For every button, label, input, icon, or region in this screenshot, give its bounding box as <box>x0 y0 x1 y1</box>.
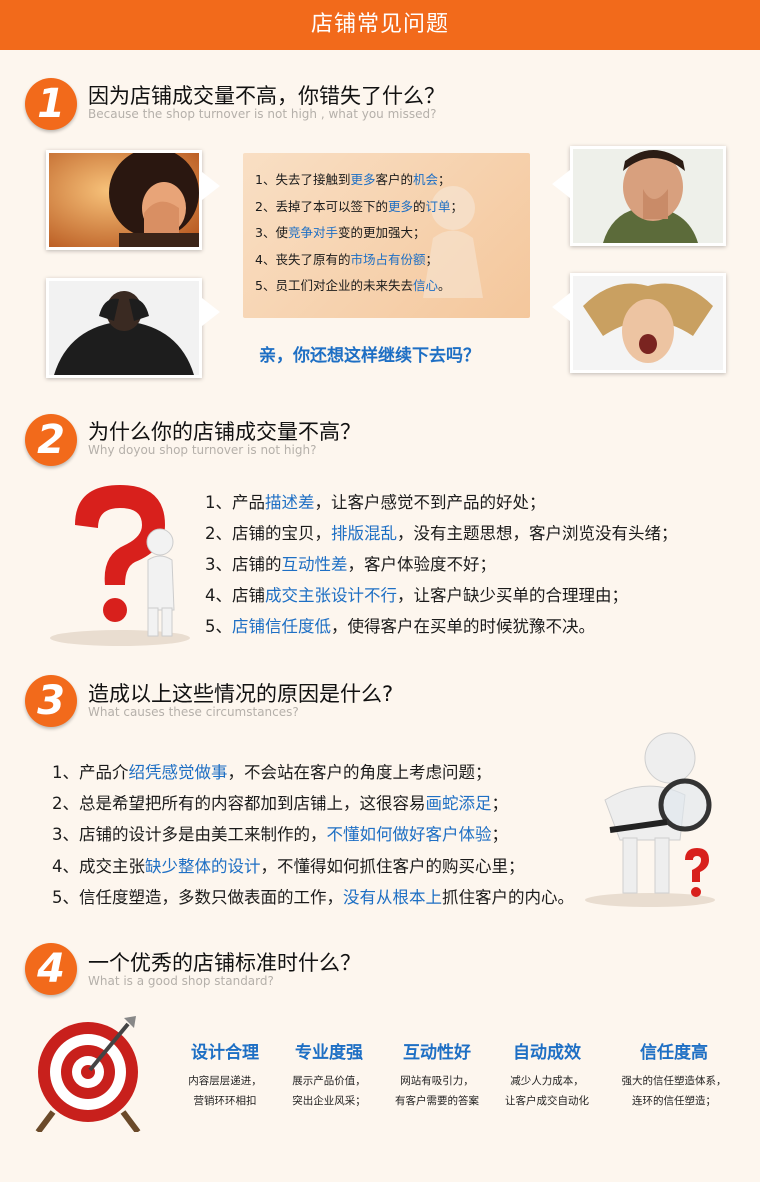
loss-item: 1、失去了接触到更多客户的机会； <box>255 172 451 187</box>
cause-item: 1、产品介绍凭感觉做事，不会站在客户的角度上考虑问题； <box>52 763 492 782</box>
reason-item: 3、店铺的互动性差，客户体验度不好； <box>205 555 496 574</box>
section-title: 为什么你的店铺成交量不高？ <box>88 420 361 444</box>
photo-woman-covering-face <box>46 150 202 250</box>
speech-bubble-tail <box>202 172 220 200</box>
standard-desc: 减少人力成本， 让客户成交自动化 <box>505 1075 589 1107</box>
losses-card: 1、失去了接触到更多客户的机会； 2、丢掉了本可以签下的更多的订单； 3、使竞争… <box>243 153 530 318</box>
photo-woman-pulling-hair <box>570 273 726 373</box>
photo-man-crying <box>570 146 726 246</box>
magnifier-figure-illustration <box>585 732 715 907</box>
cause-item: 4、成交主张缺少整体的设计，不懂得如何抓住客户的购买心里； <box>52 857 525 876</box>
speech-bubble-tail <box>202 298 220 326</box>
photo-man-holding-head <box>46 278 202 378</box>
standard-title: 信任度高 <box>640 1043 708 1063</box>
page-header: 店铺常见问题 <box>0 0 760 50</box>
section-subtitle: Why doyou shop turnover is not high? <box>88 443 317 457</box>
standard-title: 自动成效 <box>513 1043 581 1063</box>
question-mark-figure-illustration <box>50 485 190 646</box>
section-title: 一个优秀的店铺标准时什么？ <box>88 951 361 975</box>
reason-item: 4、店铺成交主张设计不行，让客户缺少买单的合理理由； <box>205 586 628 605</box>
loss-item: 4、丧失了原有的市场占有份额； <box>255 251 438 267</box>
standard-title: 互动性好 <box>403 1043 471 1063</box>
reason-item: 1、产品描述差，让客户感觉不到产品的好处； <box>205 493 546 512</box>
section-subtitle: What causes these circumstances? <box>88 705 299 719</box>
standard-desc: 内容层层递进， 营销环环相扣 <box>188 1075 262 1107</box>
cause-item: 3、店铺的设计多是由美工来制作的，不懂如何做好客户体验； <box>52 825 508 844</box>
section-title: 造成以上这些情况的原因是什么? <box>88 682 394 706</box>
standard-title: 专业度强 <box>295 1043 363 1063</box>
section-number-badge: 2 <box>25 414 77 466</box>
reason-item: 2、店铺的宝贝，排版混乱，没有主题思想，客户浏览没有头绪； <box>205 524 678 543</box>
standard-desc: 强大的信任塑造体系， 连环的信任塑造； <box>621 1075 727 1107</box>
section-subtitle: Because the shop turnover is not high , … <box>88 107 437 121</box>
section-number-badge: 4 <box>25 943 77 995</box>
cause-item: 5、信任度塑造，多数只做表面的工作，没有从根本上抓住客户的内心。 <box>52 888 574 907</box>
section-subtitle: What is a good shop standard? <box>88 974 274 988</box>
loss-item: 3、使竞争对手变的更加强大； <box>255 225 426 241</box>
standard-desc: 展示产品价值， 突出企业风采； <box>292 1075 366 1107</box>
reason-item: 5、店铺信任度低，使得客户在买单的时候犹豫不决。 <box>205 617 595 636</box>
section-number-badge: 1 <box>25 78 77 130</box>
section-number-badge: 3 <box>25 675 77 727</box>
standard-desc: 网站有吸引力， 有客户需要的答案 <box>395 1075 479 1107</box>
section-title: 因为店铺成交量不高，你错失了什么？ <box>88 84 445 108</box>
standard-title: 设计合理 <box>191 1043 259 1063</box>
target-bullseye-icon <box>35 1016 141 1132</box>
standard-item: 自动成效 减少人力成本， 让客户成交自动化 <box>492 1038 602 1111</box>
standard-item: 互动性好 网站有吸引力， 有客户需要的答案 <box>382 1038 492 1111</box>
speech-bubble-tail <box>552 170 570 198</box>
speech-bubble-tail <box>552 293 570 321</box>
standard-item: 设计合理 内容层层递进， 营销环环相扣 <box>170 1038 280 1111</box>
closing-question: 亲，你还想这样继续下去吗？ <box>259 346 480 366</box>
loss-item: 2、丢掉了本可以签下的更多的订单； <box>255 198 464 214</box>
standard-item: 信任度高 强大的信任塑造体系， 连环的信任塑造； <box>614 1038 734 1111</box>
cause-item: 2、总是希望把所有的内容都加到店铺上，这很容易画蛇添足； <box>52 794 508 813</box>
standard-item: 专业度强 展示产品价值， 突出企业风采； <box>274 1038 384 1111</box>
loss-item: 5、员工们对企业的未来失去信心。 <box>255 278 451 294</box>
sad-figure-watermark <box>423 186 483 298</box>
